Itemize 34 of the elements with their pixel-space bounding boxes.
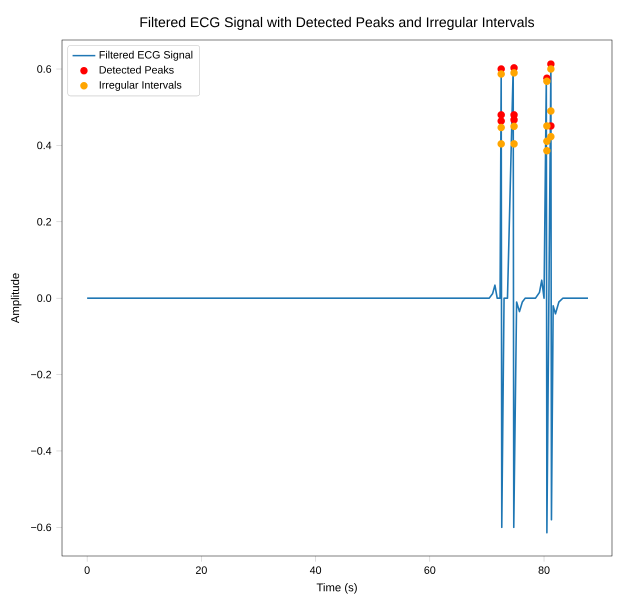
chart-title: Filtered ECG Signal with Detected Peaks and Irregular Intervals — [140, 16, 534, 30]
point — [510, 122, 518, 130]
point — [497, 140, 505, 148]
y-tick-label: 0.6 — [37, 65, 52, 73]
x-tick-label: 40 — [310, 566, 322, 574]
point — [543, 122, 551, 130]
point — [543, 137, 551, 145]
x-axis-title: Time (s) — [316, 583, 357, 594]
x-tick-label: 0 — [84, 566, 90, 574]
y-tick-label: 0.4 — [37, 142, 52, 150]
y-axis-title: Amplitude — [10, 273, 22, 324]
point — [510, 69, 518, 77]
point — [547, 132, 555, 140]
point — [497, 117, 505, 125]
point — [510, 140, 518, 148]
point — [543, 147, 551, 154]
y-tick-label: −0.6 — [31, 524, 52, 532]
point — [497, 70, 505, 78]
y-tick-label: −0.2 — [31, 370, 52, 378]
y-tick-label: 0.2 — [37, 218, 52, 226]
x-tick-label: 80 — [538, 566, 550, 574]
point — [497, 124, 505, 132]
x-tick-label: 60 — [424, 566, 436, 574]
legend-label: Irregular Intervals — [100, 80, 182, 91]
y-tick-label: 0.0 — [37, 294, 52, 302]
y-tick-label: −0.4 — [31, 447, 52, 455]
point — [547, 107, 555, 115]
point — [510, 116, 518, 124]
point — [497, 111, 505, 119]
legend-label: Detected Peaks — [100, 66, 174, 74]
x-tick-label: 20 — [196, 566, 207, 574]
point — [547, 65, 555, 73]
legend-label: Filtered ECG Signal — [100, 50, 192, 61]
point — [543, 78, 551, 85]
